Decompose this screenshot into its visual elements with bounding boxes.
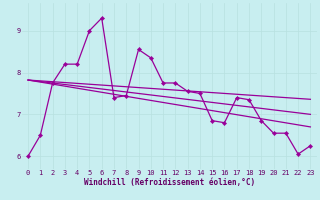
X-axis label: Windchill (Refroidissement éolien,°C): Windchill (Refroidissement éolien,°C) bbox=[84, 178, 255, 187]
